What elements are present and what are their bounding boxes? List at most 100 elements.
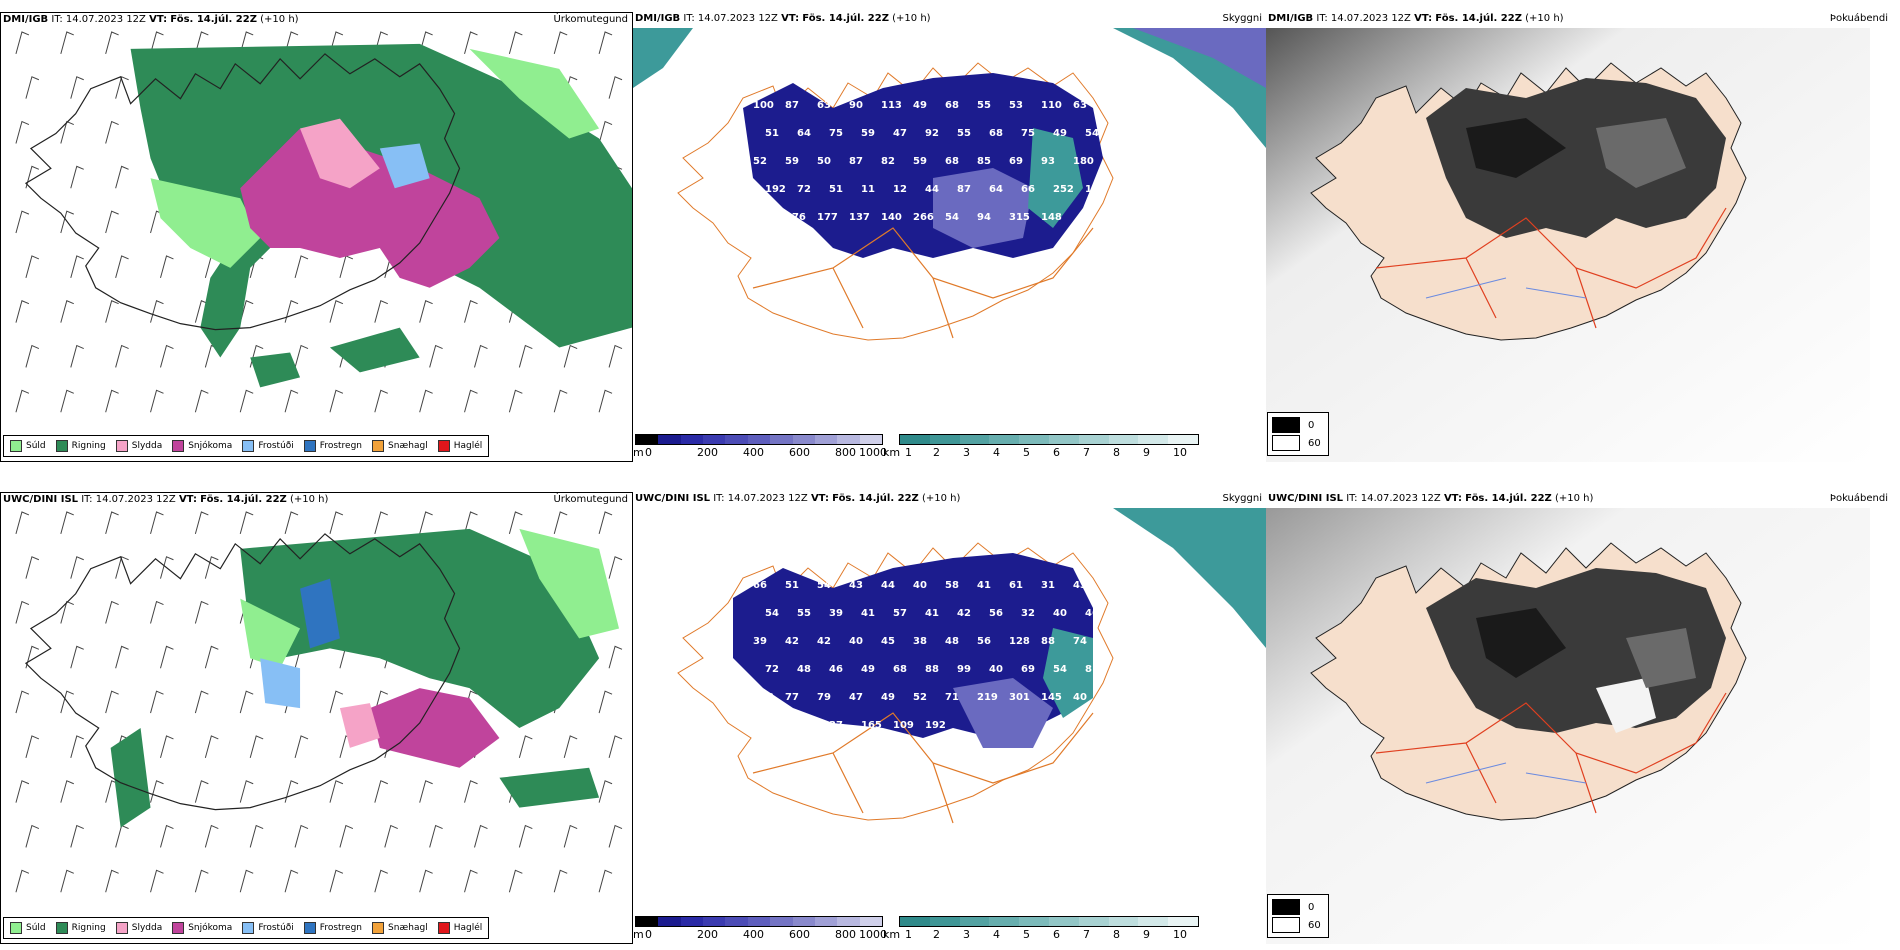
visibility-label: 192 bbox=[925, 720, 946, 731]
frz-rain-area bbox=[300, 578, 340, 649]
wind-barb bbox=[508, 869, 523, 893]
colorbar-cell bbox=[929, 435, 960, 444]
wind-barb bbox=[15, 31, 30, 55]
visibility-label: 51 bbox=[765, 128, 779, 139]
visibility-label: 51 bbox=[765, 720, 779, 731]
wind-barb bbox=[70, 645, 84, 669]
colorbar-cell bbox=[636, 917, 659, 926]
visibility-label: 140 bbox=[881, 212, 902, 223]
wind-barb bbox=[15, 120, 30, 144]
legend-item: Snæhagl bbox=[372, 440, 428, 452]
wind-barb bbox=[150, 600, 164, 624]
visibility-label: 68 bbox=[893, 664, 907, 675]
panel-title: Úrkomutegund bbox=[553, 14, 628, 25]
wind-barb bbox=[329, 869, 344, 893]
colorbar-cell bbox=[1078, 435, 1109, 444]
visibility-label: 53 bbox=[1009, 100, 1023, 111]
wind-barb bbox=[25, 556, 40, 579]
legend-swatch bbox=[10, 440, 22, 452]
colorbar-cell bbox=[770, 917, 793, 926]
colorbar-cell bbox=[680, 435, 704, 444]
wind-barb bbox=[105, 210, 119, 234]
wind-barb bbox=[598, 780, 613, 803]
precip-panel-row2: UWC/DINI ISL IT: 14.07.2023 12Z VT: Fös.… bbox=[0, 492, 633, 944]
wind-barb bbox=[294, 824, 309, 848]
wind-barb bbox=[508, 511, 523, 535]
visibility-label: 276 bbox=[785, 212, 806, 223]
wind-barb bbox=[15, 869, 30, 893]
wind-barb bbox=[15, 780, 30, 803]
wind-barb bbox=[419, 780, 433, 803]
wind-barb bbox=[518, 735, 533, 758]
wind-barb bbox=[284, 300, 299, 323]
visibility-label: 93 bbox=[1041, 156, 1055, 167]
visibility-label: 52 bbox=[913, 692, 927, 703]
snow-area bbox=[369, 688, 500, 768]
wind-barb bbox=[608, 824, 623, 848]
colorbar-cell bbox=[859, 917, 882, 926]
visibility-label: 55 bbox=[797, 608, 811, 619]
wind-barb bbox=[608, 735, 623, 758]
visibility-colorbar-km bbox=[899, 434, 1199, 445]
colorbar-cell bbox=[747, 435, 771, 444]
wind-barb bbox=[115, 645, 129, 669]
wind-barb bbox=[15, 690, 30, 714]
colorbar-cell bbox=[1048, 435, 1079, 444]
precip-map bbox=[1, 509, 632, 943]
visibility-label: 100 bbox=[753, 100, 774, 111]
wind-barb bbox=[204, 645, 219, 669]
wind-barb bbox=[339, 824, 354, 848]
colorbar-cell bbox=[837, 435, 860, 444]
colorbar-cell bbox=[1048, 917, 1079, 926]
colorbar-cell bbox=[658, 435, 681, 444]
colorbar-ticks-km: 1 2 3 4 5 6 7 8 9 10 bbox=[905, 446, 1187, 459]
visibility-label: 109 bbox=[893, 720, 914, 731]
rain-cell-se bbox=[499, 767, 600, 808]
visibility-colorbar-m bbox=[635, 434, 883, 445]
wind-barb bbox=[70, 735, 84, 758]
visibility-label: 79 bbox=[817, 692, 831, 703]
visibility-label: 40 bbox=[989, 664, 1003, 675]
visibility-label: 55 bbox=[977, 100, 991, 111]
visibility-label: 38 bbox=[913, 636, 927, 647]
visibility-label: 49 bbox=[861, 664, 875, 675]
drizzle-area-ne bbox=[469, 48, 600, 139]
wind-barb bbox=[608, 76, 623, 99]
wind-barb bbox=[115, 76, 129, 99]
visibility-panel-row2: UWC/DINI ISL IT: 14.07.2023 12Z VT: Fös.… bbox=[633, 492, 1266, 944]
visibility-label: 43 bbox=[1073, 580, 1087, 591]
visibility-label: 41 bbox=[925, 608, 939, 619]
visibility-label: 48 bbox=[945, 636, 959, 647]
visibility-label: 54 bbox=[1053, 664, 1067, 675]
wind-barb bbox=[105, 389, 119, 413]
visibility-label: 51 bbox=[829, 184, 843, 195]
wind-barb bbox=[105, 511, 119, 535]
wind-barb bbox=[160, 645, 174, 669]
wind-barb bbox=[553, 31, 568, 55]
panel-title: Skyggni bbox=[1222, 493, 1262, 504]
visibility-label: 266 bbox=[913, 212, 934, 223]
visibility-label: 81 bbox=[1085, 664, 1099, 675]
wind-barb bbox=[474, 824, 488, 848]
wind-barb bbox=[160, 255, 174, 278]
wind-barb bbox=[60, 210, 74, 234]
visibility-colorbar-m bbox=[635, 916, 883, 927]
panel-title: Þokuábendi bbox=[1829, 493, 1888, 504]
wind-barb bbox=[70, 824, 84, 848]
visibility-label: 68 bbox=[945, 156, 959, 167]
colorbar-cell bbox=[1019, 917, 1049, 926]
visibility-label: 92 bbox=[925, 128, 939, 139]
wind-barb bbox=[150, 389, 164, 413]
wind-barb bbox=[598, 690, 613, 714]
wind-barb bbox=[474, 344, 488, 368]
wind-barb bbox=[239, 780, 254, 803]
colorbar-cell bbox=[959, 917, 990, 926]
colorbar-strip-m bbox=[635, 434, 883, 445]
visibility-label: 56 bbox=[977, 636, 991, 647]
visibility-label: 66 bbox=[1021, 184, 1035, 195]
visibility-label: 74 bbox=[1073, 636, 1087, 647]
colorbar-cell bbox=[1019, 435, 1049, 444]
visibility-label: 44 bbox=[925, 184, 939, 195]
colorbar-cell bbox=[792, 917, 815, 926]
visibility-label: 90 bbox=[849, 100, 863, 111]
